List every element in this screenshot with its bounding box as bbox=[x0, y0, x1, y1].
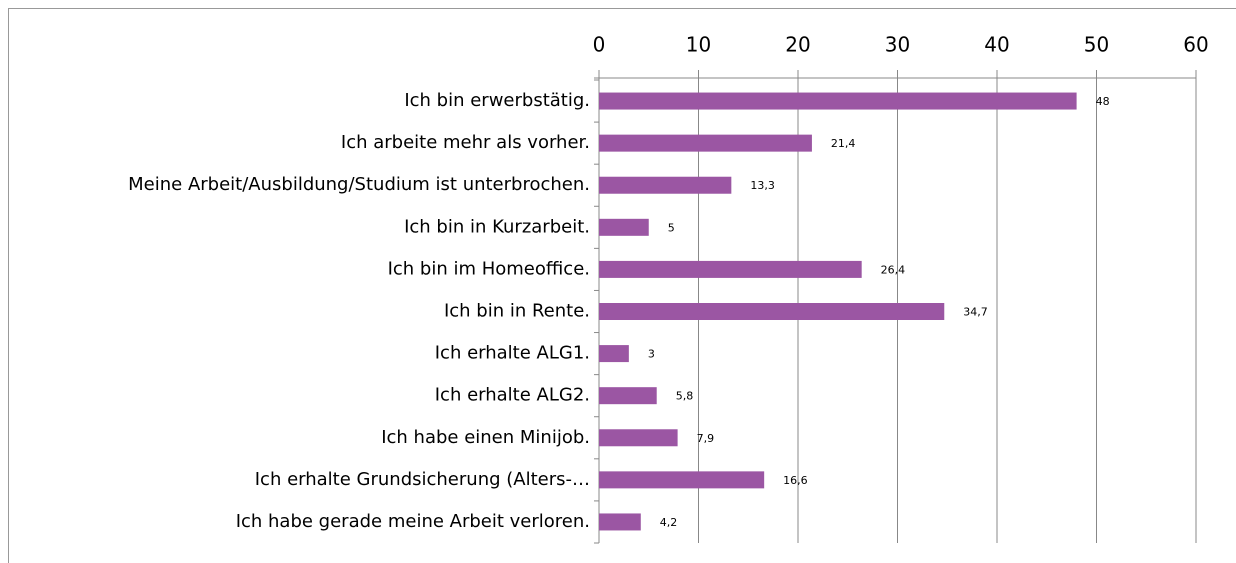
x-tick-label: 50 bbox=[1084, 33, 1109, 57]
y-tick-label: Ich bin in Rente. bbox=[444, 301, 590, 322]
y-tick-label: Ich arbeite mehr als vorher. bbox=[341, 132, 590, 153]
y-tick-label: Ich erhalte ALG1. bbox=[435, 343, 590, 364]
bar bbox=[599, 345, 629, 363]
y-tick-label: Ich bin in Kurzarbeit. bbox=[404, 216, 590, 237]
bar bbox=[599, 260, 862, 278]
data-label: 13,3 bbox=[750, 179, 775, 192]
data-label: 21,4 bbox=[831, 137, 856, 150]
data-label: 48 bbox=[1096, 95, 1110, 108]
bar bbox=[599, 387, 657, 405]
data-label: 16,6 bbox=[783, 474, 808, 487]
x-tick-label: 60 bbox=[1183, 33, 1208, 57]
bar bbox=[599, 471, 765, 489]
x-tick-label: 0 bbox=[593, 33, 606, 57]
bar bbox=[599, 429, 678, 447]
bar bbox=[599, 513, 641, 531]
data-label: 7,9 bbox=[697, 432, 715, 445]
data-label: 3 bbox=[648, 348, 655, 361]
y-tick-label: Ich bin erwerbstätig. bbox=[404, 90, 590, 111]
chart-frame bbox=[8, 8, 1236, 563]
data-label: 4,2 bbox=[660, 516, 678, 529]
x-tick-label: 10 bbox=[686, 33, 711, 57]
bar bbox=[599, 134, 812, 152]
data-label: 5,8 bbox=[676, 390, 694, 403]
bar bbox=[599, 176, 732, 194]
data-label: 26,4 bbox=[881, 263, 906, 276]
bar bbox=[599, 218, 649, 236]
bar bbox=[599, 303, 945, 320]
y-tick-label: Ich habe gerade meine Arbeit verloren. bbox=[236, 511, 590, 532]
y-tick-label: Ich bin im Homeoffice. bbox=[388, 258, 590, 279]
bar bbox=[599, 92, 1077, 110]
y-tick-label: Meine Arbeit/Ausbildung/Studium ist unte… bbox=[128, 174, 590, 195]
x-tick-label: 20 bbox=[785, 33, 810, 57]
y-tick-label: Ich habe einen Minijob. bbox=[381, 427, 590, 448]
x-tick-label: 30 bbox=[885, 33, 910, 57]
y-tick-label: Ich erhalte Grundsicherung (Alters-… bbox=[255, 469, 590, 490]
y-tick-label: Ich erhalte ALG2. bbox=[435, 385, 590, 406]
data-label: 5 bbox=[668, 221, 675, 234]
data-label: 34,7 bbox=[963, 306, 988, 319]
x-tick-label: 40 bbox=[984, 33, 1009, 57]
